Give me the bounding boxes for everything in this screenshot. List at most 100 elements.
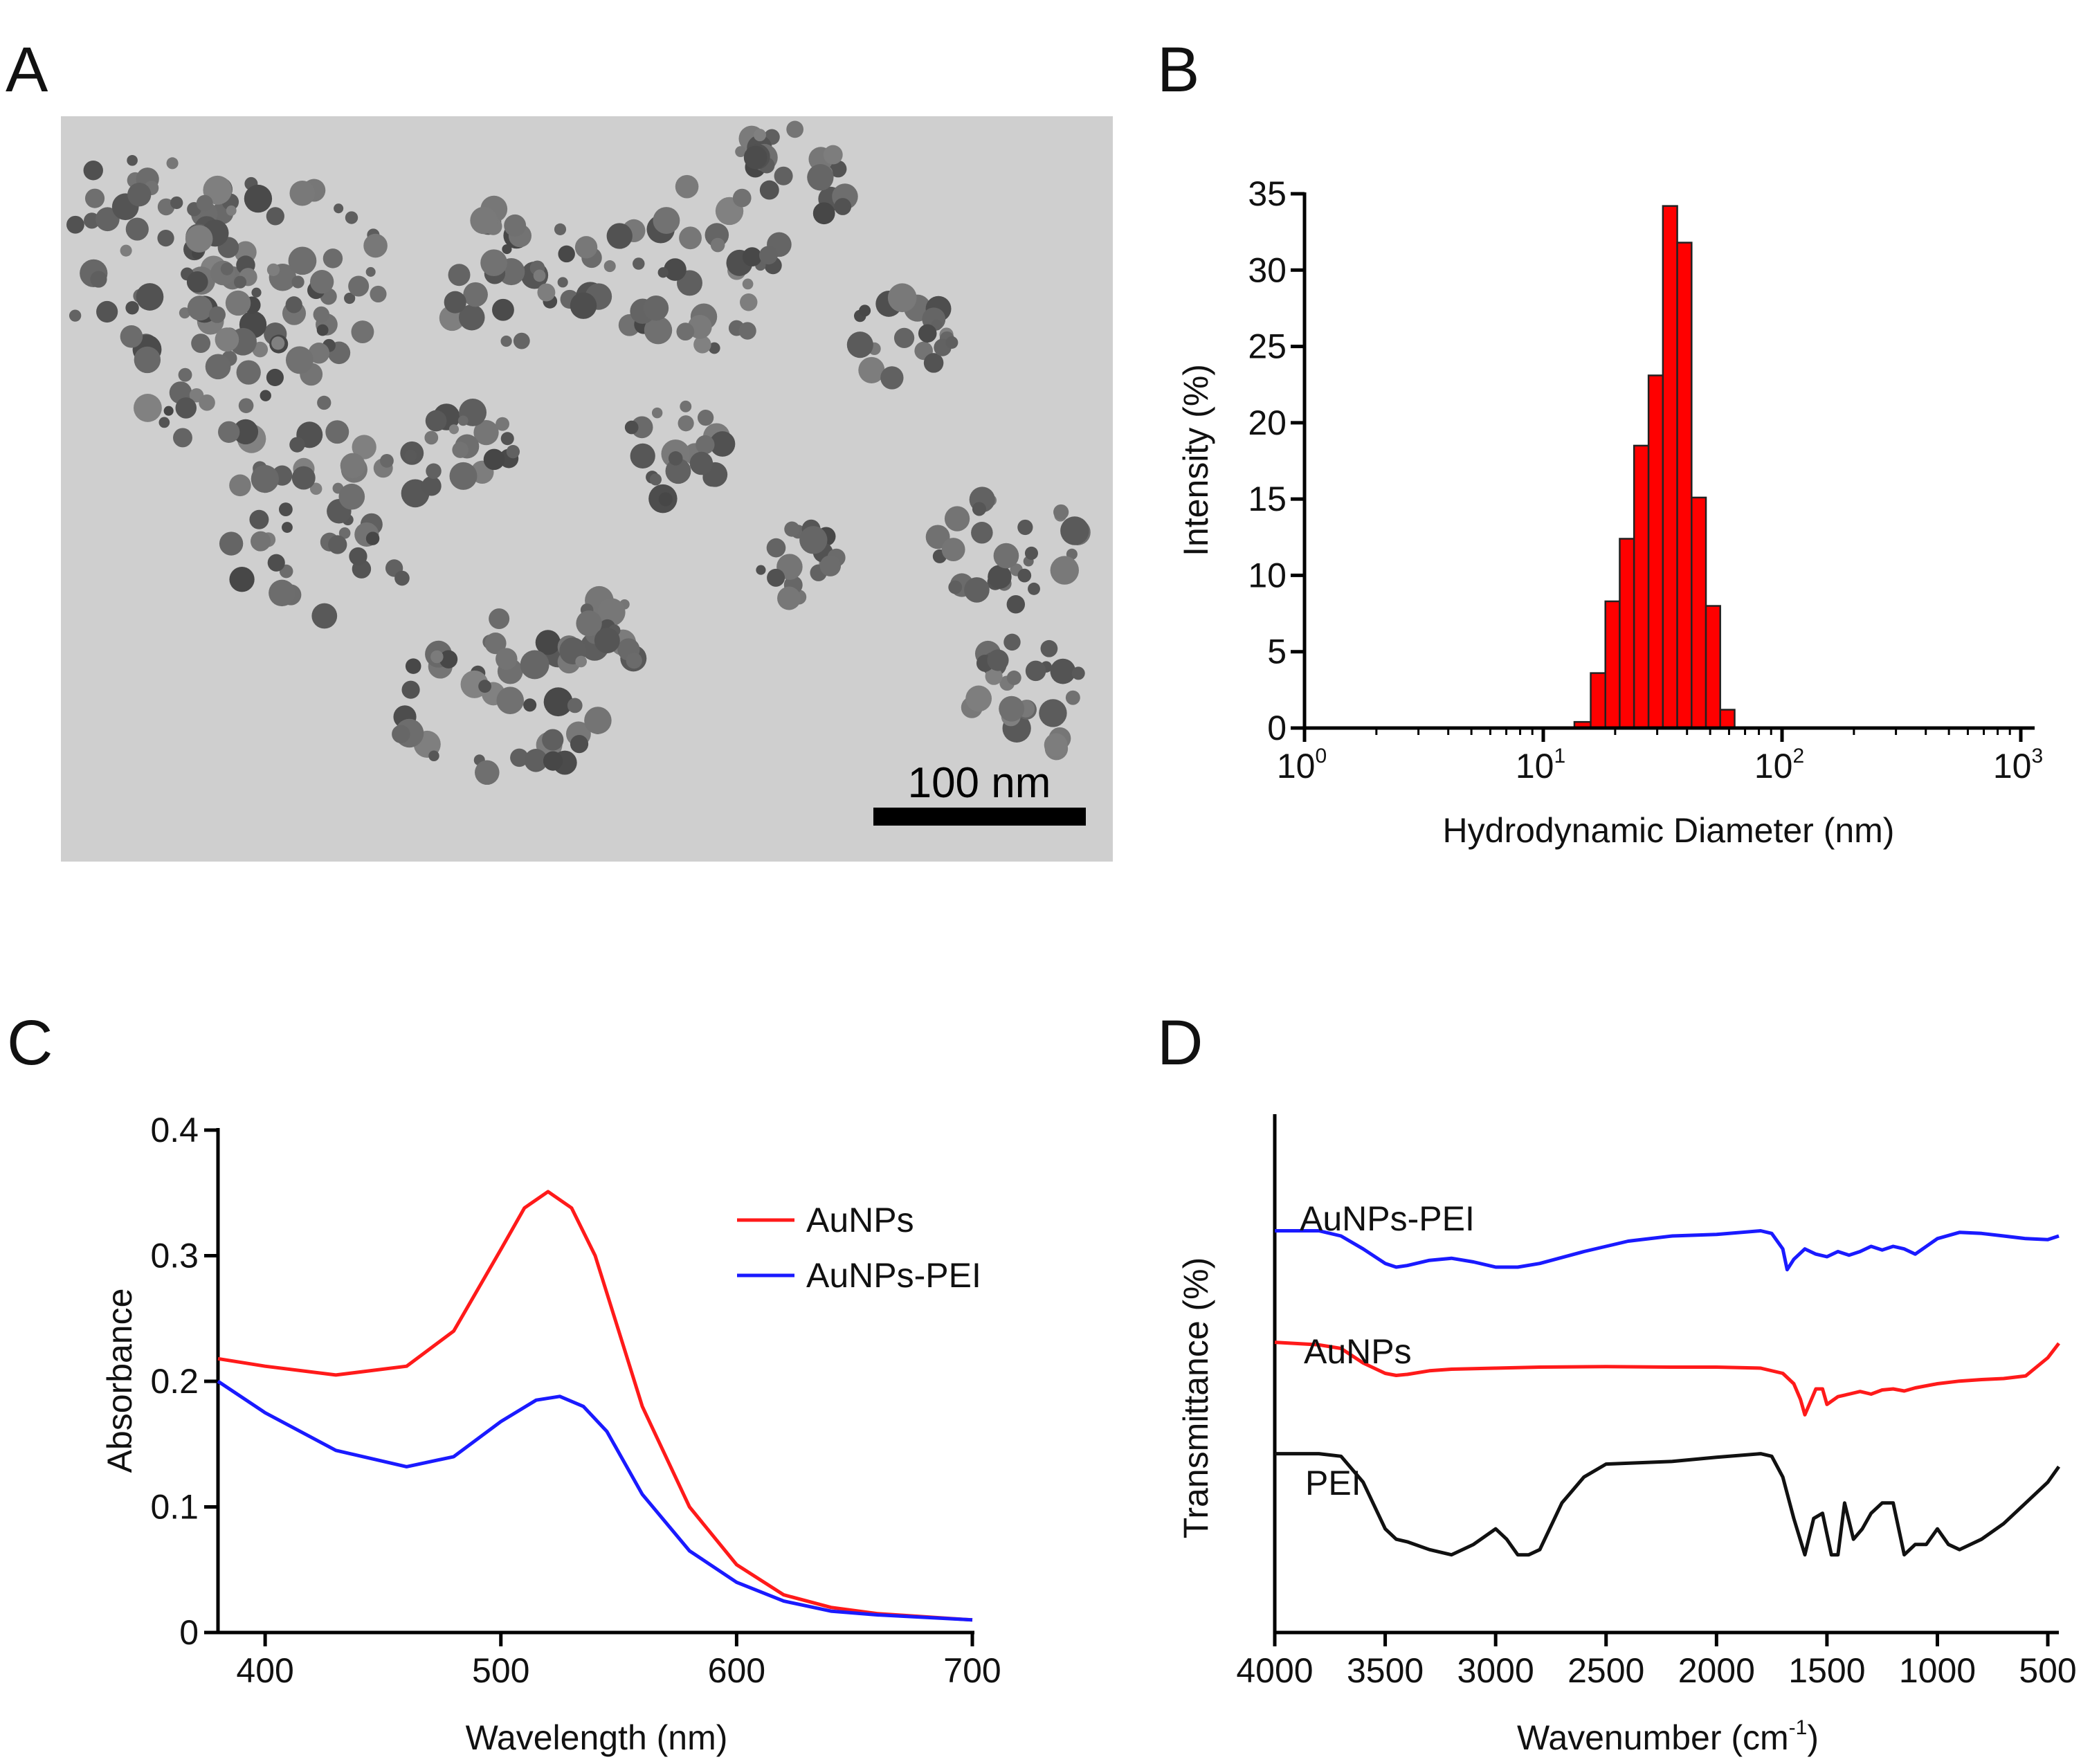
- histogram-bar: [1619, 538, 1635, 729]
- b-x-tick-exp: 3: [2031, 745, 2043, 767]
- d-series-line-aunps-pei: [1275, 1229, 2060, 1272]
- nanoparticle: [533, 269, 546, 282]
- nanoparticle: [576, 610, 602, 637]
- nanoparticle: [470, 206, 498, 235]
- uv-vis-chart: 0 0.1 0.2 0.3 0.4 400 500 600 700 Wavelength (n…: [100, 1111, 1001, 1757]
- nanoparticle: [649, 473, 662, 486]
- nanoparticle: [630, 443, 655, 469]
- nanoparticle: [478, 680, 491, 693]
- nanoparticle: [594, 628, 620, 654]
- b-x-tick-label: 102: [1754, 745, 1804, 785]
- d-label-aunps: AuNPs: [1304, 1332, 1412, 1371]
- nanoparticle: [421, 476, 442, 496]
- nanoparticle: [338, 527, 351, 539]
- nanoparticle: [543, 751, 563, 771]
- nanoparticle: [348, 275, 370, 297]
- nanoparticle: [740, 293, 758, 311]
- nanoparticle: [66, 215, 84, 234]
- b-x-tick-label: 100: [1277, 745, 1327, 785]
- b-x-tick-base: 10: [1516, 747, 1554, 785]
- nanoparticle: [136, 283, 164, 311]
- nanoparticle: [452, 442, 469, 458]
- nanoparticle: [742, 278, 754, 290]
- nanoparticle: [233, 419, 259, 445]
- nanoparticle: [191, 334, 211, 354]
- nanoparticle: [349, 547, 367, 566]
- nanoparticle: [1024, 546, 1039, 560]
- b-y-tick-label: 15: [1248, 480, 1287, 518]
- nanoparticle: [251, 464, 279, 493]
- nanoparticle: [175, 397, 197, 419]
- nanoparticle: [179, 307, 190, 319]
- nanoparticle: [394, 570, 410, 586]
- ftir-chart: 4000 3500 3000 2500 2000 1500 1000 500 AuNPs-PE…: [1176, 1114, 2077, 1757]
- nanoparticle: [251, 287, 262, 298]
- nanoparticle-field: [66, 120, 1091, 785]
- nanoparticle: [266, 263, 280, 276]
- nanoparticle: [278, 502, 293, 516]
- nanoparticle: [756, 565, 766, 575]
- nanoparticle: [69, 309, 82, 322]
- nanoparticle: [1006, 670, 1021, 685]
- b-x-tick-base: 10: [1277, 747, 1316, 785]
- nanoparticle: [308, 343, 330, 364]
- nanoparticle: [1039, 699, 1067, 727]
- b-y-tick-label: 20: [1248, 403, 1287, 442]
- nanoparticle: [988, 565, 1012, 589]
- nanoparticle: [653, 207, 680, 234]
- histogram-bars: [1573, 205, 1736, 729]
- b-x-axis-label: Hydrodynamic Diameter (nm): [1443, 811, 1895, 850]
- nanoparticle: [496, 417, 509, 431]
- scale-bar: [873, 808, 1086, 826]
- nanoparticle: [271, 336, 285, 350]
- nanoparticle: [401, 680, 420, 699]
- nanoparticle: [457, 415, 469, 426]
- d-series-lines: [1274, 1229, 2061, 1557]
- nanoparticle: [120, 325, 143, 348]
- nanoparticle: [626, 653, 642, 669]
- histogram-bar: [1662, 205, 1678, 729]
- nanoparticle: [985, 667, 1003, 685]
- nanoparticle: [166, 157, 179, 170]
- nanoparticle: [484, 633, 507, 655]
- nanoparticle: [679, 226, 702, 250]
- b-x-tick-exp: 1: [1554, 745, 1565, 767]
- nanoparticle: [513, 332, 530, 349]
- d-x-tick-label: 1500: [1788, 1651, 1865, 1690]
- nanoparticle: [317, 395, 331, 410]
- nanoparticle: [1050, 556, 1079, 585]
- histogram-bar: [1719, 709, 1736, 729]
- nanoparticle: [658, 492, 673, 507]
- nanoparticle: [125, 301, 139, 315]
- nanoparticle: [163, 406, 174, 416]
- nanoparticle: [365, 531, 380, 545]
- nanoparticle: [1053, 504, 1069, 520]
- nanoparticle: [430, 650, 444, 664]
- nanoparticle: [291, 275, 305, 289]
- nanoparticle: [489, 608, 510, 630]
- nanoparticle: [603, 260, 616, 273]
- d-x-tick-label: 3000: [1457, 1651, 1534, 1690]
- nanoparticle: [524, 749, 548, 772]
- nanoparticle: [819, 555, 842, 576]
- c-y-ticks: 0 0.1 0.2 0.3 0.4: [150, 1111, 218, 1652]
- nanoparticle: [233, 275, 247, 289]
- histogram-bar: [1691, 496, 1707, 729]
- nanoparticle: [606, 223, 633, 249]
- nanoparticle: [218, 421, 240, 443]
- nanoparticle: [766, 538, 786, 558]
- nanoparticle: [993, 543, 1019, 569]
- c-x-tick-label: 600: [708, 1651, 765, 1690]
- histogram-bar: [1647, 374, 1664, 729]
- nanoparticle: [893, 327, 915, 348]
- histogram-bar: [1676, 242, 1693, 729]
- nanoparticle: [664, 258, 687, 281]
- c-y-tick-label: 0.1: [150, 1488, 199, 1527]
- nanoparticle: [767, 568, 785, 587]
- nanoparticle: [186, 271, 208, 293]
- nanoparticle: [708, 342, 720, 354]
- nanoparticle: [1003, 633, 1021, 651]
- nanoparticle: [807, 164, 834, 191]
- nanoparticle: [689, 451, 714, 475]
- nanoparticle: [543, 687, 573, 717]
